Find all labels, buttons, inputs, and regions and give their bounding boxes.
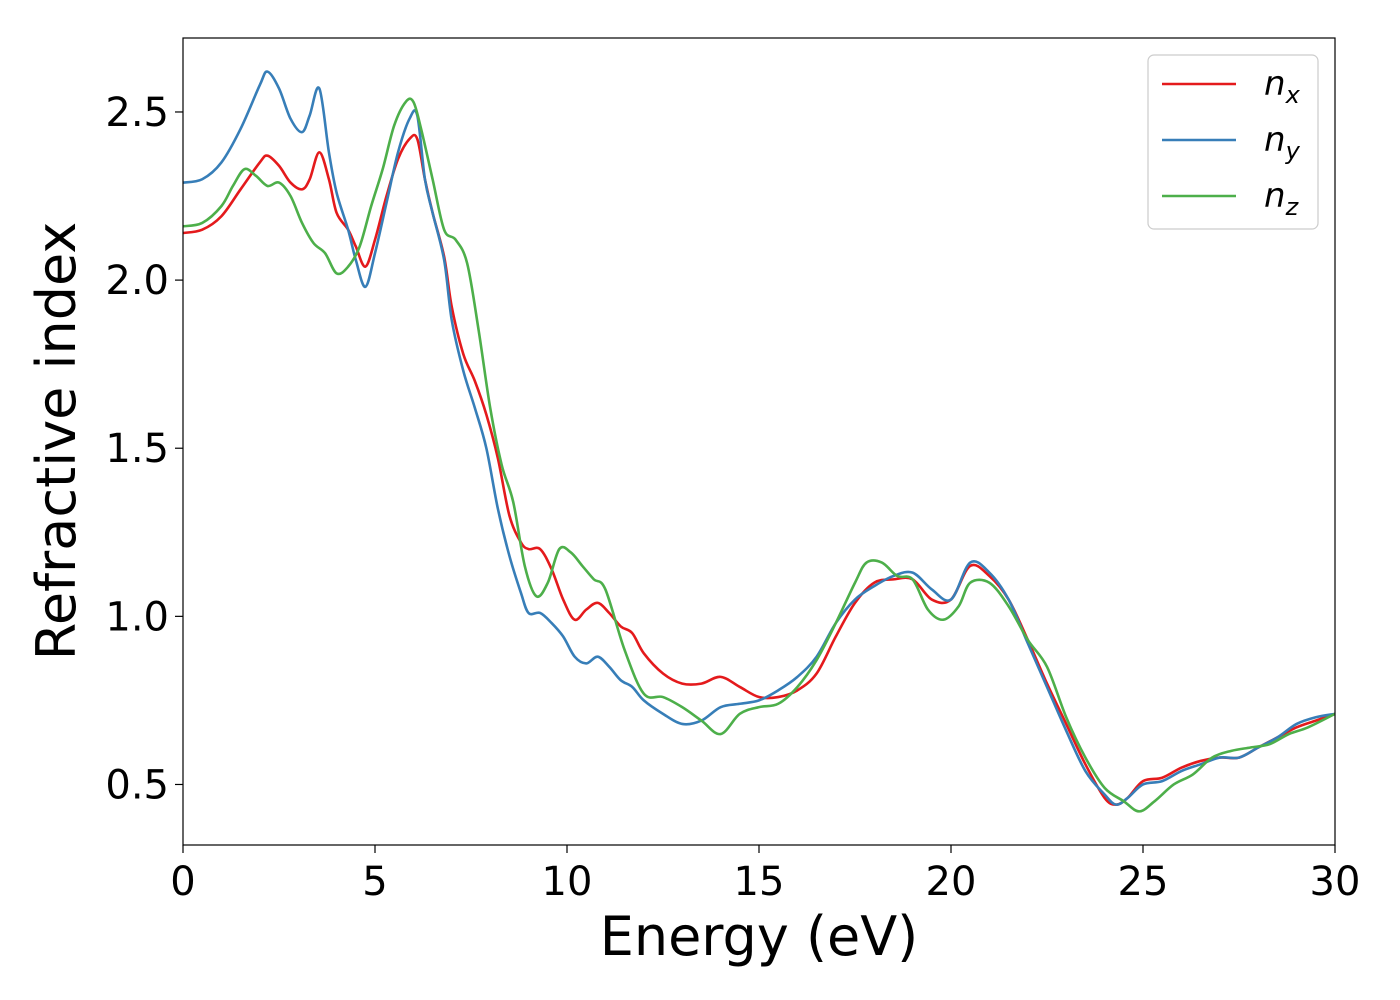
series-line-nz <box>182 97 1336 813</box>
y-tick-label: 0.5 <box>105 762 169 808</box>
legend: nx ny nz <box>1147 54 1319 230</box>
y-axis-ticks: 0.5 1.0 1.5 2.0 2.5 <box>105 90 183 808</box>
x-tick-label: 25 <box>1118 859 1169 905</box>
x-axis-ticks: 0 5 10 15 20 25 30 <box>170 845 1360 905</box>
x-axis-label: Energy (eV) <box>600 905 919 968</box>
y-tick-label: 2.0 <box>105 258 169 304</box>
y-tick-label: 2.5 <box>105 90 169 136</box>
legend-label-nz: nz <box>1264 176 1300 221</box>
x-tick-label: 0 <box>170 859 195 905</box>
y-tick-label: 1.5 <box>105 426 169 472</box>
series-group <box>182 70 1336 813</box>
x-tick-label: 15 <box>734 859 785 905</box>
y-axis-label: Refractive index <box>25 222 88 661</box>
x-tick-label: 20 <box>926 859 977 905</box>
series-line-ny <box>182 70 1336 806</box>
legend-label-ny: ny <box>1264 120 1301 165</box>
x-tick-label: 5 <box>362 859 387 905</box>
legend-label-nx: nx <box>1264 64 1301 109</box>
plot-background <box>183 38 1335 845</box>
y-tick-label: 1.0 <box>105 594 169 640</box>
x-tick-label: 10 <box>542 859 593 905</box>
legend-box <box>1147 54 1319 230</box>
x-tick-label: 30 <box>1310 859 1361 905</box>
